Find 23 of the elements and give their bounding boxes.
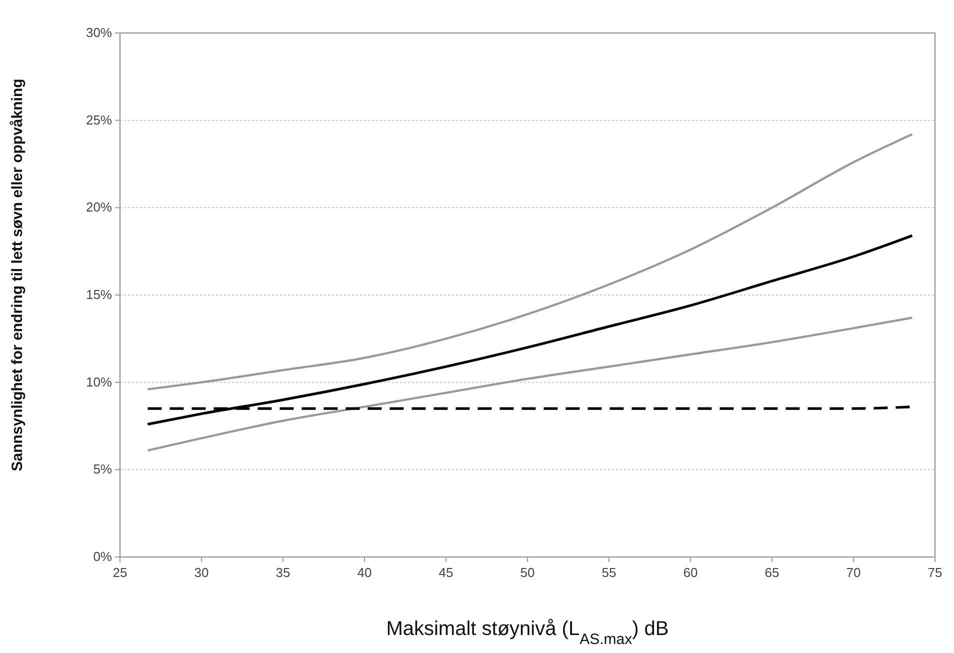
x-tick-label: 60	[683, 565, 698, 580]
x-tick-label: 35	[276, 565, 290, 580]
x-tick-label: 45	[438, 565, 454, 580]
x-tick-label: 50	[520, 565, 535, 580]
x-axis-title: Maksimalt støynivå (L$_{AS.max}$) dB	[386, 618, 669, 648]
y-tick-label: 5%	[93, 462, 112, 477]
line-series	[146, 316, 914, 452]
x-tick-label: 25	[112, 565, 128, 580]
y-tick-label: 25%	[86, 112, 112, 128]
y-tick-label: 10%	[86, 374, 112, 390]
y-tick-label: 0%	[93, 549, 112, 564]
x-tick-label: 40	[357, 565, 372, 580]
x-tick-label: 65	[764, 565, 780, 580]
y-tick-label: 30%	[86, 25, 112, 40]
x-tick-label: 75	[928, 565, 942, 580]
line-series	[146, 133, 914, 390]
x-tick-label: 70	[846, 565, 861, 580]
y-tick-label: 20%	[86, 200, 112, 215]
line-series	[146, 234, 914, 426]
x-tick-label: 55	[602, 565, 616, 580]
y-axis-title: Sannsynlighet for endring til lett søvn eller oppvåkning	[9, 78, 26, 472]
x-tick-label: 30	[194, 565, 209, 580]
y-tick-label: 15%	[86, 287, 112, 302]
